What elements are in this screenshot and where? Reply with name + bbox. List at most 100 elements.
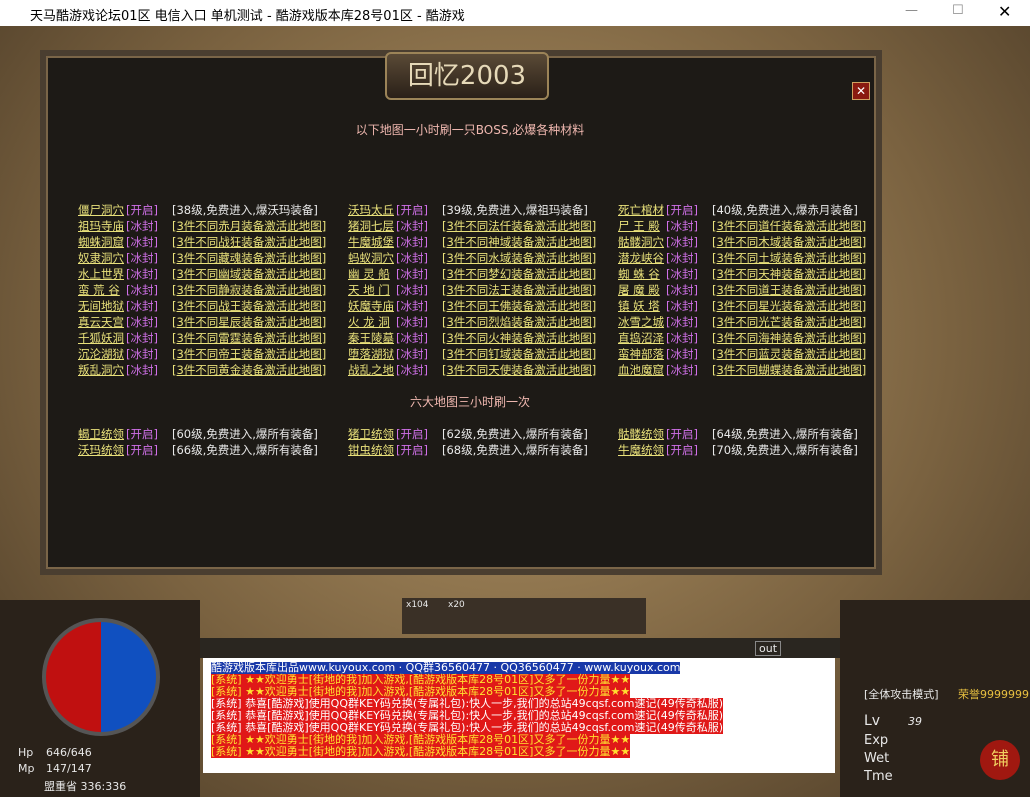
map-name[interactable]: 钳虫统领 [348,443,394,457]
map-name[interactable]: 无间地狱 [78,299,124,313]
map-status: [开启] [126,427,158,441]
map-name[interactable]: 血池魔窟 [618,363,664,377]
map-status: [开启] [126,443,158,457]
map-requirement: [3件不同帝王装备激活此地图] [172,347,327,361]
map-status: [冰封] [126,283,158,297]
map-name[interactable]: 死亡棺材 [618,203,664,217]
map-requirement: [70级,免费进入,爆所有装备] [712,443,858,457]
map-name[interactable]: 蛮 荒 谷 [78,283,120,297]
map-name[interactable]: 蝎卫统领 [78,427,124,441]
map-requirement: [3件不同雷霆装备激活此地图] [172,331,327,345]
map-requirement: [3件不同静寂装备激活此地图] [172,283,327,297]
map-status: [开启] [396,427,428,441]
map-name[interactable]: 堕落湖狱 [348,347,394,361]
map-status: [开启] [396,443,428,457]
map-name[interactable]: 蚂蚁洞穴 [348,251,394,265]
map-name[interactable]: 天 地 门 [348,283,390,297]
map-status: [冰封] [666,331,698,345]
slot-count: x20 [448,600,465,610]
map-name[interactable]: 沃玛统领 [78,443,124,457]
map-status: [开启] [396,203,428,217]
close-dialog[interactable]: ✕ [852,82,870,100]
map-name[interactable]: 战乱之地 [348,363,394,377]
map-requirement: [3件不同烈焰装备激活此地图] [442,315,597,329]
chat-line: 酷游戏版本库出品www.kuyoux.com · QQ群36560477 · Q… [211,661,681,674]
map-requirement: [3件不同天使装备激活此地图] [442,363,597,377]
map-name[interactable]: 牛魔城堡 [348,235,394,249]
map-requirement: [38级,免费进入,爆沃玛装备] [172,203,318,217]
map-name[interactable]: 沃玛太丘 [348,203,394,217]
shop-button[interactable]: 铺 [980,740,1020,780]
title-bar: 天马酷游戏论坛01区 电信入口 单机测试 - 酷游戏版本库28号01区 - 酷游… [0,0,1030,26]
map-name[interactable]: 叛乱洞穴 [78,363,124,377]
map-name[interactable]: 僵尸洞穴 [78,203,124,217]
map-requirement: [3件不同光芒装备激活此地图] [712,315,867,329]
map-requirement: [3件不同道仟装备激活此地图] [712,219,867,233]
lv-label: Lv [864,713,881,729]
map-status: [冰封] [126,235,158,249]
map-name[interactable]: 妖魔寺庙 [348,299,394,313]
map-status: [冰封] [666,219,698,233]
hp-mp-orb [42,618,160,736]
map-name[interactable]: 蜘 蛛 谷 [618,267,660,281]
map-status: [冰封] [396,235,428,249]
map-status: [冰封] [666,251,698,265]
chat-toolbar: out [200,638,840,658]
map-name[interactable]: 屠 魔 殿 [618,283,660,297]
map-status: [冰封] [126,331,158,345]
map-name[interactable]: 千狐妖洞 [78,331,124,345]
map-name[interactable]: 真云天宫 [78,315,124,329]
map-status: [冰封] [126,315,158,329]
attack-mode[interactable]: [全体攻击模式] [864,688,939,701]
map-name[interactable]: 骷髅洞穴 [618,235,664,249]
map-requirement: [3件不同蝴蝶装备激活此地图] [712,363,867,377]
honor: 荣誉9999999 [958,688,1029,701]
map-requirement: [3件不同火神装备激活此地图] [442,331,597,345]
map-status: [冰封] [666,299,698,313]
map-name[interactable]: 蛮神部落 [618,347,664,361]
map-status: [冰封] [126,251,158,265]
map-requirement: [3件不同神域装备激活此地图] [442,235,597,249]
map-status: [冰封] [126,219,158,233]
map-requirement: [3件不同木域装备激活此地图] [712,235,867,249]
map-status: [冰封] [666,267,698,281]
chat-line: [系统] ★★欢迎勇士[街地的我]加入游戏,[酷游戏版本库28号01区]又多了一… [211,733,631,746]
map-requirement: [3件不同王佛装备激活此地图] [442,299,597,313]
map-requirement: [66级,免费进入,爆所有装备] [172,443,318,457]
map-name[interactable]: 骷髅统领 [618,427,664,441]
map-name[interactable]: 镇 妖 塔 [618,299,660,313]
map-status: [开启] [666,427,698,441]
exp-label: Exp [864,733,889,748]
map-name[interactable]: 奴隶洞穴 [78,251,124,265]
section-heading: 以下地图一小时刷一只BOSS,必爆各种材料 [355,123,585,137]
map-name[interactable]: 蜘蛛洞窟 [78,235,124,249]
map-name[interactable]: 幽 灵 船 [348,267,390,281]
map-name[interactable]: 火 龙 洞 [348,315,390,329]
map-name[interactable]: 潜龙峡谷 [618,251,664,265]
map-name[interactable]: 直捣沼泽 [618,331,664,345]
map-status: [冰封] [666,363,698,377]
map-status: [冰封] [396,347,428,361]
maximize[interactable]: ☐ [952,3,964,18]
map-name[interactable]: 猪卫统领 [348,427,394,441]
map-name[interactable]: 祖玛寺庙 [78,219,124,233]
chat-box: 酷游戏版本库出品www.kuyoux.com · QQ群36560477 · Q… [203,658,835,773]
out-button[interactable]: out [755,641,782,656]
map-status: [冰封] [126,299,158,313]
close-window[interactable]: ✕ [998,2,1012,21]
minimize[interactable]: — [905,3,918,18]
map-name[interactable]: 水上世界 [78,267,124,281]
map-name[interactable]: 冰雪之城 [618,315,664,329]
lv-value: 39 [908,715,922,728]
hp-value: 646/646 [46,746,92,759]
map-name[interactable]: 牛魔统领 [618,443,664,457]
slot-count: x104 [406,600,429,610]
map-name[interactable]: 秦王陵墓 [348,331,394,345]
map-name[interactable]: 尸 王 殿 [618,219,660,233]
map-status: [开启] [666,443,698,457]
map-name[interactable]: 猪洞七层 [348,219,394,233]
map-name[interactable]: 沉沦湖狱 [78,347,124,361]
map-status: [冰封] [666,235,698,249]
map-status: [冰封] [396,267,428,281]
